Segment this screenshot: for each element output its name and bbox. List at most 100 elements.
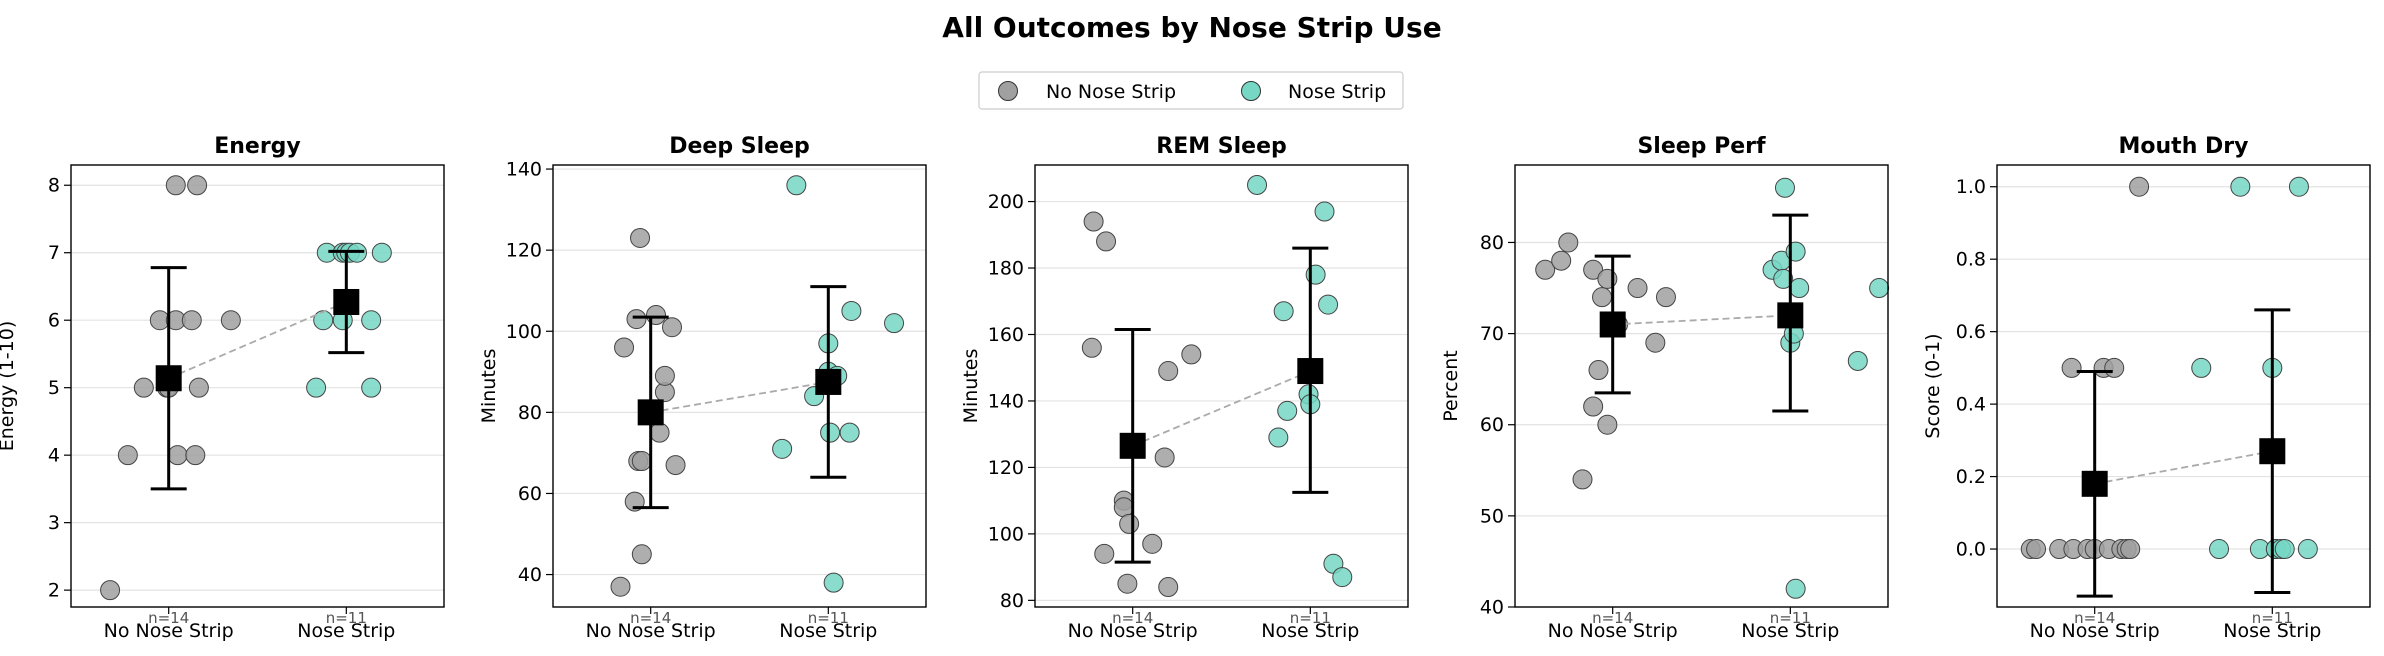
legend-label-nose-strip: Nose Strip [1288,81,1386,103]
chart-3-ytick-label: 180 [988,258,1024,280]
chart-5-ytick-label: 0.0 [1956,539,1986,561]
chart-1-point-no-nose-strip [165,175,186,196]
chart-2-point-nose-strip [820,422,841,443]
chart-5-panel: Mouth Dry Score (0-1) 0.0 0.2 0.4 0.6 0.8 1.0 n=… [1922,134,2371,642]
chart-4-mean-marker-nose-strip [1777,302,1804,329]
chart-2-point-no-nose-strip [654,365,675,386]
chart-3-point-nose-strip [1277,400,1298,421]
chart-1-axes-frame [70,164,445,608]
chart-3-ytick-label: 160 [988,324,1024,346]
chart-3-point-nose-strip [1247,174,1268,195]
chart-5-ytick-label: 0.2 [1956,466,1986,488]
chart-3-point-no-nose-strip [1117,573,1138,594]
chart-1-ytick-label: 5 [48,377,60,399]
chart-5-mean-marker-no-nose-strip [2081,470,2108,497]
chart-2-axes-frame [552,164,927,608]
chart-1-point-nose-strip [371,242,392,263]
chart-2-title: Deep Sleep [669,134,810,159]
chart-1-ytick-label: 7 [48,242,60,264]
chart-2-n-label: n=14 [630,609,671,627]
chart-2-ylabel: Minutes [478,349,500,424]
chart-4-point-no-nose-strip [1592,287,1613,308]
chart-5-point-no-nose-strip [2026,539,2047,560]
legend-marker-no-nose-strip [998,81,1018,101]
chart-3-mean-marker-no-nose-strip [1119,432,1146,459]
chart-3-point-no-nose-strip [1119,513,1140,534]
chart-4-ytick-label: 80 [1480,232,1504,254]
chart-1-point-no-nose-strip [100,580,121,601]
chart-3-mean-line [1132,370,1311,447]
chart-5-ytick-label: 0.8 [1956,249,1986,271]
chart-2-xtick-label: Nose Strip [779,620,877,642]
chart-2-ytick-label: 100 [506,321,542,343]
chart-1-ytick-label: 8 [48,175,60,197]
chart-3-point-no-nose-strip [1096,231,1117,252]
chart-3-point-no-nose-strip [1081,337,1102,358]
chart-3-point-no-nose-strip [1158,361,1179,382]
chart-4-point-no-nose-strip [1627,278,1648,299]
chart-3-ylabel: Minutes [960,349,982,424]
chart-5-n-label: n=14 [2074,609,2115,627]
chart-2-point-no-nose-strip [631,544,652,565]
chart-5-mean-marker-nose-strip [2259,438,2286,465]
chart-1-xtick-label: Nose Strip [297,620,395,642]
chart-1-ytick-label: 4 [48,445,60,467]
chart-4-point-nose-strip [1789,278,1810,299]
chart-2-point-no-nose-strip [631,451,652,472]
chart-5-ytick-label: 1.0 [1956,176,1986,198]
chart-1-point-no-nose-strip [167,445,188,466]
chart-3-point-no-nose-strip [1094,543,1115,564]
chart-5-point-no-nose-strip [2120,539,2141,560]
chart-4-point-no-nose-strip [1551,250,1572,271]
chart-5-mean-line [2094,450,2273,485]
chart-2-point-no-nose-strip [614,337,635,358]
chart-5-point-nose-strip [2297,539,2318,560]
chart-2-point-no-nose-strip [630,227,651,248]
chart-2-point-no-nose-strip [662,317,683,338]
chart-5-point-nose-strip [2191,357,2212,378]
chart-2-point-nose-strip [786,175,807,196]
chart-3-point-nose-strip [1314,201,1335,222]
chart-5-point-nose-strip [2230,176,2251,197]
chart-4-point-nose-strip [1773,268,1794,289]
chart-2-ytick-label: 120 [506,240,542,262]
chart-3-point-no-nose-strip [1181,344,1202,365]
chart-4-n-label: n=14 [1592,609,1633,627]
chart-5-title: Mouth Dry [2119,134,2249,159]
chart-4-xtick-label: Nose Strip [1741,620,1839,642]
chart-2-point-nose-strip [772,438,793,459]
chart-4-point-nose-strip [1785,578,1806,599]
chart-4-ytick-label: 50 [1480,505,1504,527]
chart-1-point-no-nose-strip [188,377,209,398]
chart-1-mean-marker-no-nose-strip [155,365,182,392]
chart-1-ylabel: Energy (1-10) [0,321,18,452]
chart-5-point-no-nose-strip [2061,357,2082,378]
chart-3-point-no-nose-strip [1083,211,1104,232]
chart-4-point-no-nose-strip [1597,414,1618,435]
chart-2-ytick-label: 40 [518,564,542,586]
chart-4-xtick-label: No Nose Strip [1548,620,1678,642]
chart-5-point-nose-strip [2274,539,2295,560]
chart-4-point-nose-strip [1847,350,1868,371]
chart-1-point-nose-strip [361,377,382,398]
chart-1-mean-marker-nose-strip [333,288,360,315]
chart-2-mean-line [650,381,829,414]
chart-1-point-nose-strip [306,377,327,398]
chart-4-point-no-nose-strip [1645,332,1666,353]
chart-1-point-no-nose-strip [133,377,154,398]
chart-5-ytick-label: 0.6 [1956,321,1986,343]
chart-5-ylabel: Score (0-1) [1922,333,1944,438]
chart-3-ytick-label: 120 [988,457,1024,479]
chart-5-point-nose-strip [2288,176,2309,197]
chart-3-title: REM Sleep [1156,134,1287,159]
chart-5-ytick-label: 0.4 [1956,394,1986,416]
chart-3-ytick-label: 80 [1000,590,1024,612]
chart-3-ytick-label: 100 [988,523,1024,545]
chart-5-xtick-label: Nose Strip [2223,620,2321,642]
chart-3-n-label: n=11 [1290,609,1331,627]
chart-4-point-no-nose-strip [1558,232,1579,253]
chart-1-point-no-nose-strip [181,310,202,331]
chart-4-point-no-nose-strip [1583,259,1604,280]
chart-5-point-no-nose-strip [2104,357,2125,378]
